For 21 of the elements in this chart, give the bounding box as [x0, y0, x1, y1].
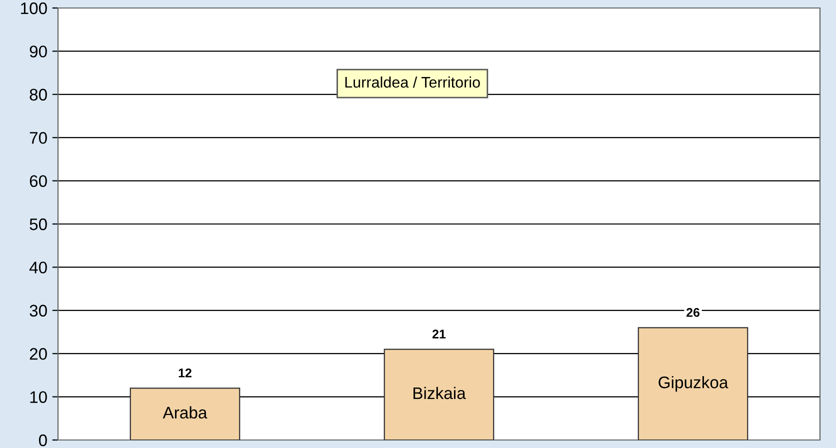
data-label: 26	[686, 308, 700, 317]
y-tick-label: 0	[38, 434, 47, 446]
y-tick-label: 90	[30, 46, 47, 58]
data-label: 21	[432, 330, 446, 338]
bar	[638, 327, 748, 440]
x-tick-label: Gipuzkoa	[658, 376, 728, 392]
y-tick-label: 100	[21, 2, 47, 14]
x-tick-label: Bizkaia	[414, 386, 466, 400]
bar	[384, 348, 494, 440]
y-tick-label: 70	[30, 132, 47, 144]
bar	[130, 388, 240, 440]
data-label: 12	[178, 368, 192, 378]
text: Lurraldea / Territorio	[345, 76, 480, 88]
y-tick-label: 60	[30, 175, 47, 188]
y-tick-label: 40	[29, 262, 47, 274]
x-tick-label: Araba	[162, 406, 208, 419]
y-tick-label: 30	[30, 304, 47, 317]
y-tick-label: 50	[30, 218, 47, 230]
y-tick-label: 20	[30, 348, 47, 360]
y-tick-label: 10	[30, 391, 47, 404]
y-tick-label: 80	[30, 88, 47, 101]
